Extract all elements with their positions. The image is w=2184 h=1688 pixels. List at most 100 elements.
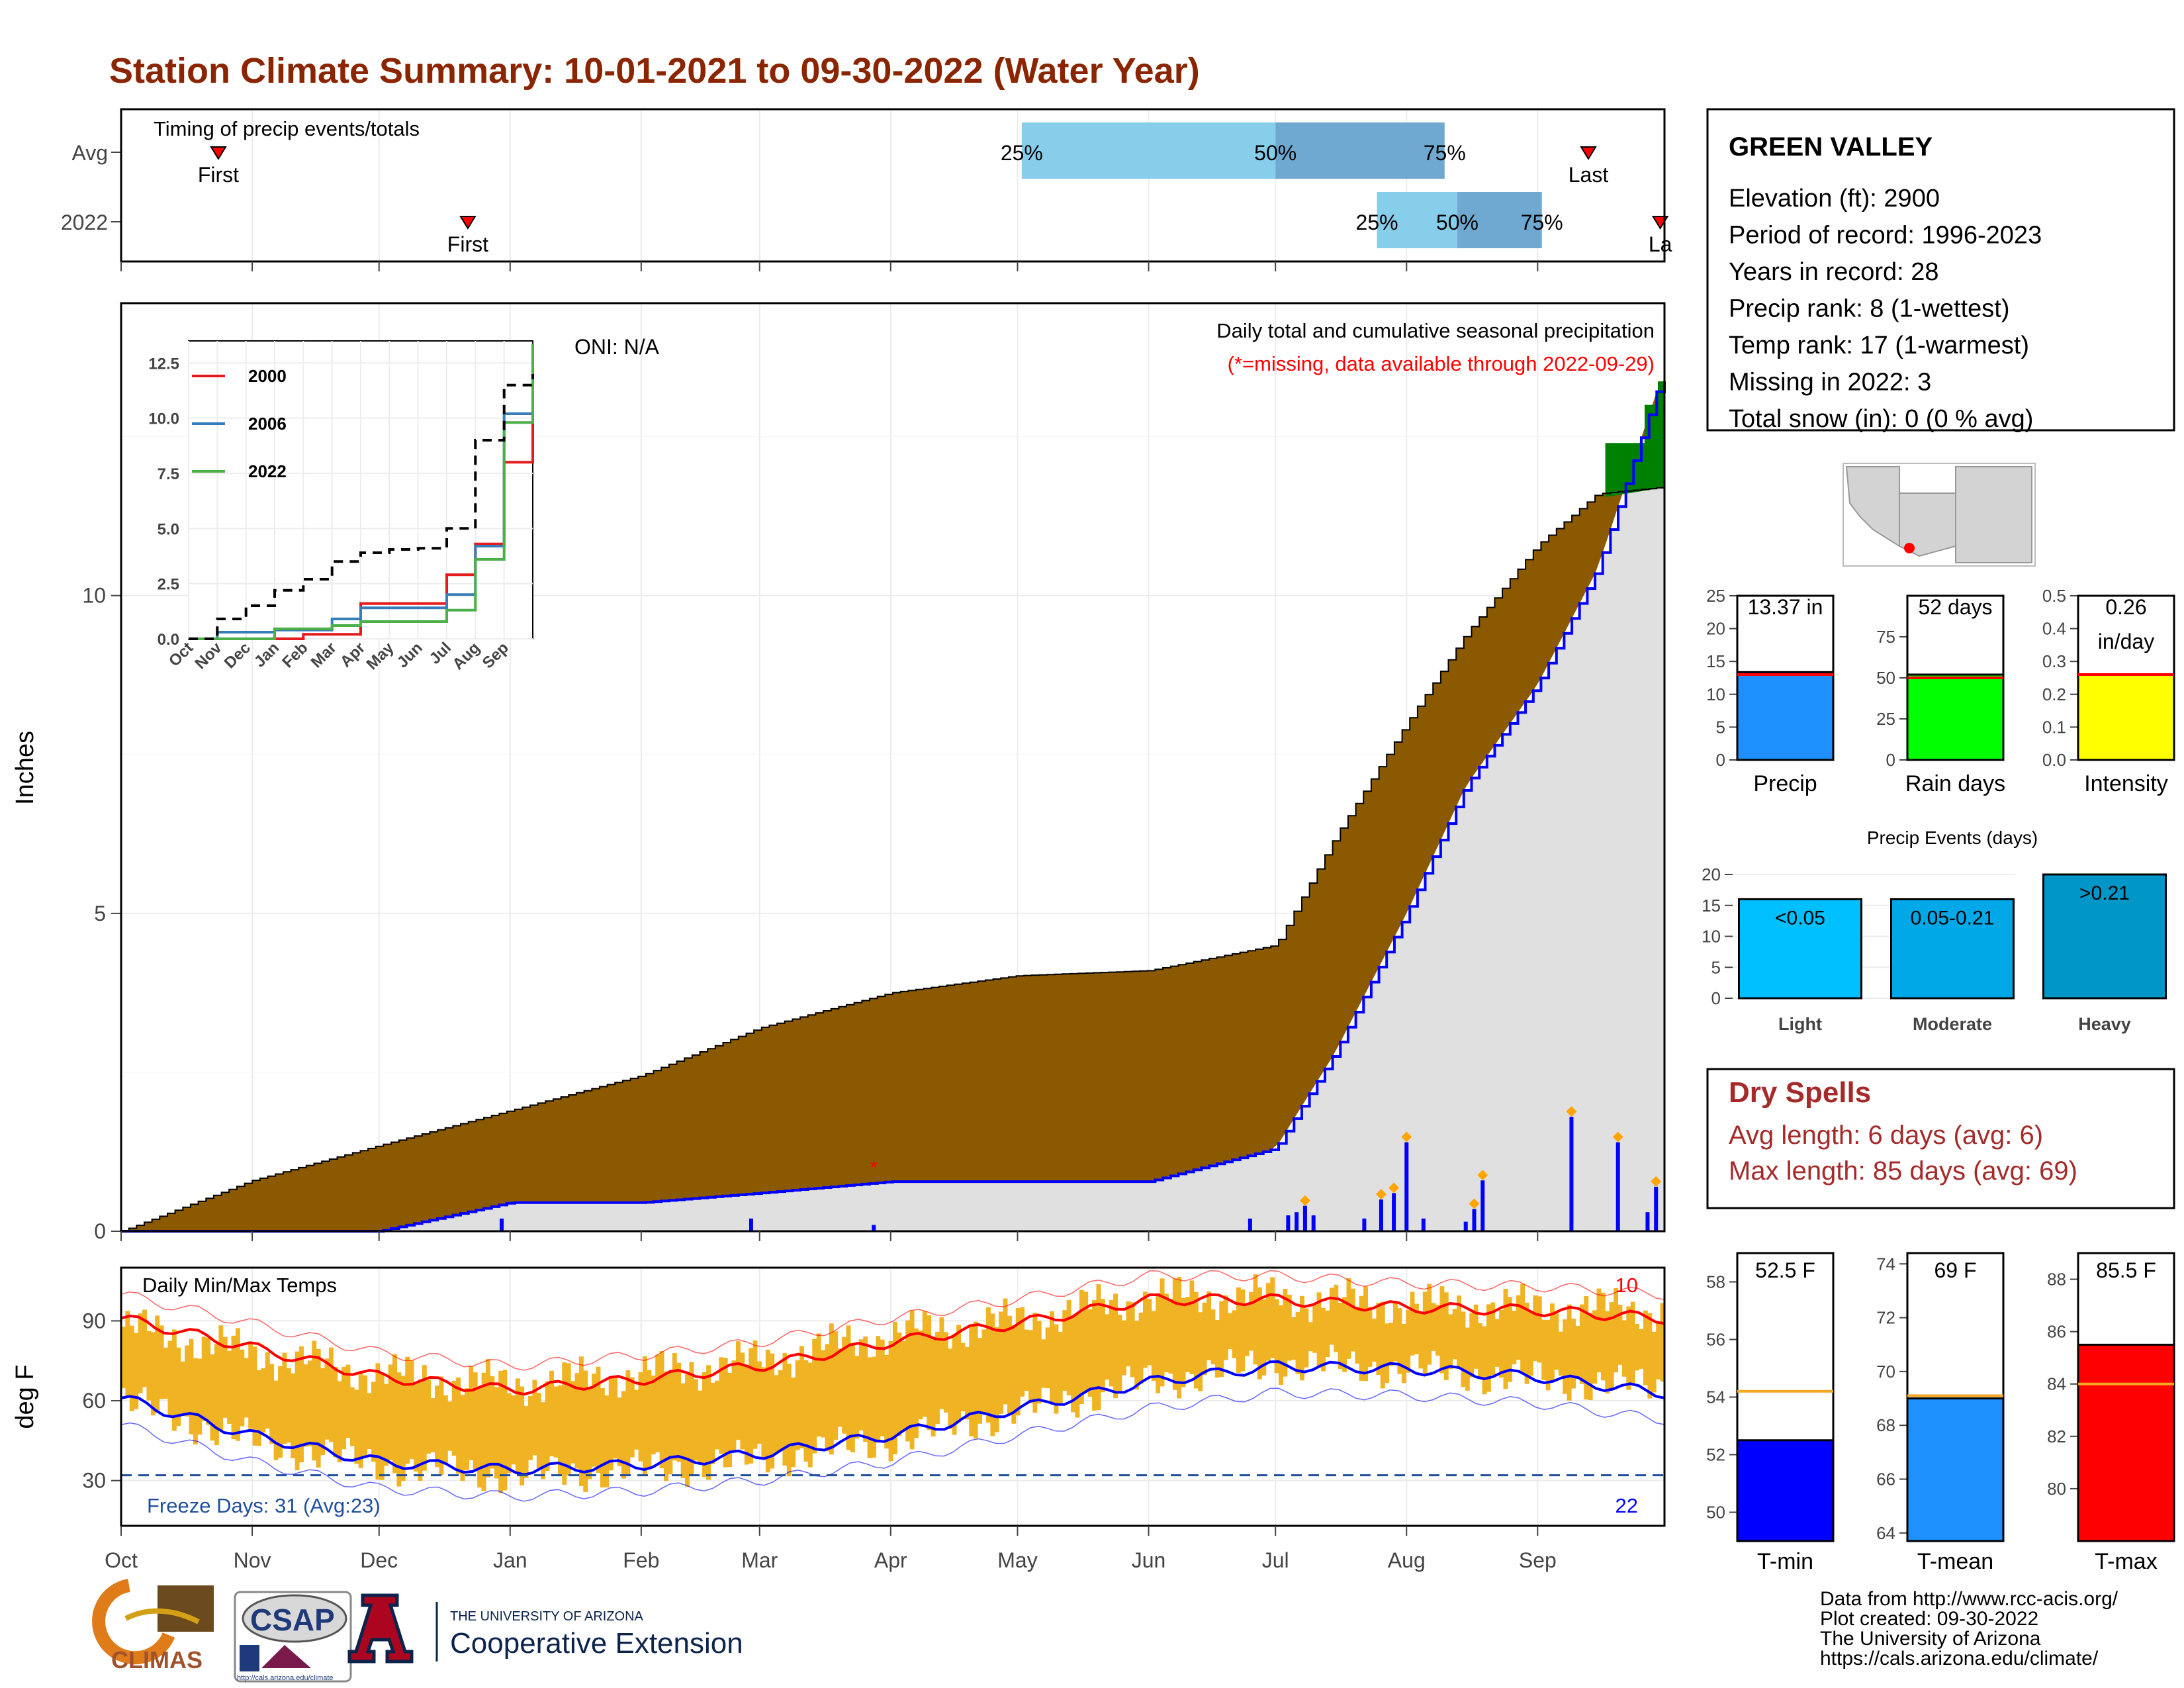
event-marker bbox=[1469, 1198, 1480, 1209]
timing-bar-50-75 bbox=[1275, 122, 1445, 179]
daily-temp-bar bbox=[596, 1366, 601, 1473]
daily-temp-bar bbox=[863, 1336, 868, 1442]
daily-temp-bar bbox=[1126, 1301, 1131, 1367]
mini-bar-value-label: 13.37 in bbox=[1748, 595, 1823, 619]
temp-bar-y-tick-label: 88 bbox=[2047, 1270, 2066, 1289]
summary-bars: 0 5 10 15 20 25 13.37 in Precip 0 25 50 75 52 days Ra… bbox=[1706, 586, 2175, 796]
daily-temp-bar bbox=[884, 1354, 889, 1449]
mini-bar-value-label: 52 days bbox=[1918, 595, 1992, 619]
daily-temp-bar bbox=[150, 1332, 156, 1416]
daily-temp-bar bbox=[1193, 1291, 1199, 1389]
daily-temp-bar bbox=[1291, 1317, 1297, 1360]
daily-temp-bar bbox=[765, 1349, 770, 1473]
event-marker bbox=[1566, 1106, 1577, 1117]
timing-label-50: 50% bbox=[1436, 211, 1479, 234]
daily-temp-bar bbox=[807, 1362, 813, 1468]
daily-temp-bar bbox=[901, 1340, 906, 1430]
daily-temp-bar bbox=[1338, 1302, 1343, 1369]
daily-temp-bar bbox=[358, 1370, 363, 1468]
month-label: Nov bbox=[234, 1548, 271, 1572]
daily-temp-bar bbox=[1584, 1296, 1589, 1400]
temp-bar-label: T-mean bbox=[1917, 1549, 1993, 1574]
daily-temp-bar bbox=[1142, 1291, 1148, 1368]
daily-temp-bar bbox=[1422, 1291, 1428, 1376]
daily-temp-bar bbox=[1054, 1324, 1059, 1414]
daily-temp-bar bbox=[664, 1371, 668, 1481]
daily-temp-bar bbox=[1371, 1319, 1377, 1362]
y-tick-label: 90 bbox=[82, 1309, 106, 1333]
mini-bar-label: Intensity bbox=[2084, 771, 2168, 796]
timing-row-label: 2022 bbox=[61, 211, 108, 234]
daily-temp-bar bbox=[1651, 1331, 1657, 1393]
month-axis: Oct Nov Dec Jan Feb Mar Apr May Jun Jul Aug Sep bbox=[105, 1526, 1557, 1572]
daily-temp-bar bbox=[909, 1310, 915, 1450]
footer-line: https://cals.arizona.edu/climate/ bbox=[1820, 1648, 2099, 1669]
mini-bar-value bbox=[1736, 671, 1835, 761]
station-name: GREEN VALLEY bbox=[1729, 132, 1933, 162]
hot-days-count: 10 bbox=[1615, 1274, 1638, 1297]
page-title: Station Climate Summary: 10-01-2021 to 0… bbox=[109, 51, 1200, 91]
event-marker bbox=[1375, 1188, 1387, 1199]
daily-temp-bar bbox=[752, 1340, 758, 1449]
daily-temp-bar bbox=[460, 1395, 465, 1481]
daily-temp-bar bbox=[727, 1373, 733, 1468]
daily-temp-bar bbox=[791, 1377, 796, 1468]
daily-temp-bar bbox=[914, 1328, 919, 1438]
daily-temp-bar bbox=[1210, 1309, 1216, 1365]
daily-temp-bar bbox=[1554, 1313, 1559, 1370]
daily-temp-bar bbox=[1427, 1284, 1432, 1365]
daily-temp-bar bbox=[426, 1380, 432, 1454]
daily-temp-bar bbox=[1579, 1304, 1584, 1384]
precip-event-bar bbox=[1890, 898, 2015, 1000]
daily-temp-bar bbox=[1223, 1295, 1228, 1360]
daily-temp-bar bbox=[1520, 1284, 1525, 1374]
daily-precip-bar bbox=[1248, 1218, 1252, 1231]
mini-bar-label: Precip bbox=[1753, 771, 1817, 796]
daily-temp-bar bbox=[723, 1358, 728, 1468]
daily-temp-bar bbox=[1346, 1278, 1351, 1359]
daily-temp-bar bbox=[969, 1325, 974, 1436]
station-info-line: Missing in 2022: 3 bbox=[1729, 369, 1931, 397]
precip-y-axis-label: Inches bbox=[11, 731, 39, 805]
timing-bar-25-50 bbox=[1021, 122, 1276, 179]
temp-bar-y-tick-label: 86 bbox=[2047, 1322, 2066, 1342]
daily-temp-bar bbox=[659, 1350, 664, 1468]
daily-temp-bar bbox=[1571, 1319, 1576, 1389]
daily-temp-bar bbox=[566, 1363, 571, 1476]
daily-temp-bar bbox=[218, 1325, 224, 1431]
precip-event-bar bbox=[2042, 873, 2167, 1000]
temp-bar-label: T-min bbox=[1757, 1549, 1813, 1574]
mini-y-tick-label: 0.3 bbox=[2042, 651, 2066, 671]
daily-temp-bar bbox=[498, 1370, 504, 1493]
daily-temp-bar bbox=[876, 1336, 881, 1443]
timing-row-label: Avg bbox=[71, 141, 108, 165]
location-map bbox=[1843, 463, 2036, 567]
temp-y-axis-label: deg F bbox=[11, 1364, 39, 1429]
daily-temp-bar bbox=[735, 1341, 741, 1440]
daily-temp-bar bbox=[939, 1317, 944, 1409]
daily-temp-bar bbox=[1228, 1313, 1233, 1349]
daily-temp-bar bbox=[418, 1379, 423, 1481]
daily-temp-bar bbox=[515, 1378, 520, 1475]
station-info-line: Period of record: 1996-2023 bbox=[1729, 222, 2042, 250]
month-label: Sep bbox=[1519, 1548, 1557, 1572]
mini-bar-label: Rain days bbox=[1905, 771, 2005, 796]
daily-temp-bar bbox=[1219, 1301, 1224, 1378]
daily-temp-bar bbox=[749, 1348, 754, 1464]
daily-precip-bar bbox=[1654, 1186, 1659, 1231]
daily-temp-bar bbox=[829, 1323, 834, 1455]
daily-temp-bar bbox=[1300, 1295, 1304, 1381]
daily-temp-bar bbox=[1079, 1289, 1084, 1405]
month-label: Jan bbox=[493, 1548, 527, 1572]
daily-temp-bar bbox=[1656, 1323, 1661, 1380]
daily-temp-bar bbox=[973, 1321, 978, 1439]
daily-temp-bar bbox=[422, 1365, 427, 1471]
csap-logo: CSAP http://cals.arizona.edu/climate bbox=[234, 1591, 352, 1683]
daily-temp-bar bbox=[159, 1325, 164, 1399]
daily-temp-bar bbox=[396, 1372, 402, 1487]
daily-temp-bar bbox=[1359, 1295, 1364, 1381]
daily-temp-bar bbox=[1325, 1310, 1330, 1358]
station-location-marker bbox=[1904, 543, 1915, 553]
inset-legend-label: 2006 bbox=[248, 414, 287, 434]
